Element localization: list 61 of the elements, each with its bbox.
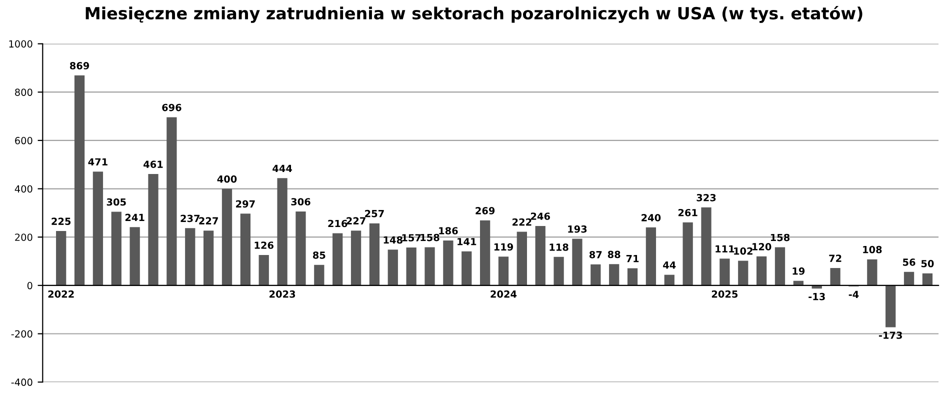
data-label: 216 — [328, 220, 348, 228]
x-tick-label: 2025 — [712, 290, 738, 298]
y-tick-label: 0 — [27, 282, 32, 290]
data-label: 471 — [88, 158, 108, 166]
data-label: 241 — [125, 214, 144, 221]
data-label: 186 — [439, 227, 458, 234]
data-label: 126 — [254, 242, 274, 249]
y-tick-label: 600 — [15, 136, 32, 144]
data-label: 141 — [458, 238, 476, 246]
data-label: 158 — [770, 234, 790, 242]
data-label: 157 — [402, 234, 421, 242]
y-tick-label: -200 — [11, 330, 32, 338]
y-tick-label: -400 — [11, 378, 32, 386]
data-label: 158 — [420, 234, 440, 242]
data-label: 193 — [568, 225, 587, 233]
data-label: 222 — [512, 218, 532, 226]
data-label: -13 — [808, 292, 825, 300]
data-label: 237 — [180, 214, 200, 222]
data-label: 261 — [678, 208, 698, 216]
data-label: 257 — [365, 210, 384, 218]
y-tick-label: 800 — [15, 88, 32, 96]
data-label: 102 — [734, 247, 752, 255]
x-tick-label: 2022 — [48, 290, 74, 298]
data-label: 240 — [642, 214, 661, 222]
chart-title: Miesięczne zmiany zatrudnienia w sektorach pozarolniczych w USA (w tys. etatów) — [86, 6, 862, 23]
data-label: 297 — [236, 200, 255, 208]
y-tick-label: 1000 — [9, 40, 32, 48]
data-label: 44 — [663, 262, 676, 269]
data-label: 696 — [162, 104, 182, 112]
data-label: 72 — [829, 254, 842, 262]
data-label: 87 — [589, 250, 602, 258]
data-label: 400 — [217, 175, 237, 183]
data-label: 269 — [476, 207, 495, 214]
data-label: 305 — [106, 198, 126, 206]
data-label: 111 — [716, 245, 734, 252]
data-label: 120 — [752, 243, 772, 250]
data-label: 869 — [70, 62, 90, 70]
x-tick-label: 2024 — [490, 290, 517, 298]
data-label: 71 — [626, 254, 639, 262]
data-label: 148 — [384, 236, 402, 244]
data-label: -173 — [878, 332, 902, 339]
data-label: -4 — [848, 290, 859, 298]
data-label: 227 — [346, 217, 366, 224]
data-label: 461 — [144, 160, 163, 168]
data-label: 56 — [903, 258, 916, 266]
data-label: 19 — [792, 267, 805, 275]
data-label: 119 — [494, 243, 514, 251]
data-label: 306 — [291, 198, 310, 206]
x-tick-label: 2023 — [270, 290, 296, 298]
data-label: 227 — [199, 217, 218, 224]
data-label: 323 — [696, 194, 716, 202]
data-label: 88 — [608, 250, 620, 258]
y-tick-label: 200 — [15, 234, 32, 241]
data-label: 108 — [863, 246, 882, 254]
data-label: 225 — [52, 218, 71, 226]
data-label: 85 — [312, 251, 326, 259]
y-tick-label: 400 — [14, 185, 32, 193]
data-label: 246 — [530, 212, 550, 220]
data-label: 50 — [921, 260, 934, 268]
data-label: 118 — [550, 244, 568, 251]
data-label: 444 — [272, 164, 292, 172]
